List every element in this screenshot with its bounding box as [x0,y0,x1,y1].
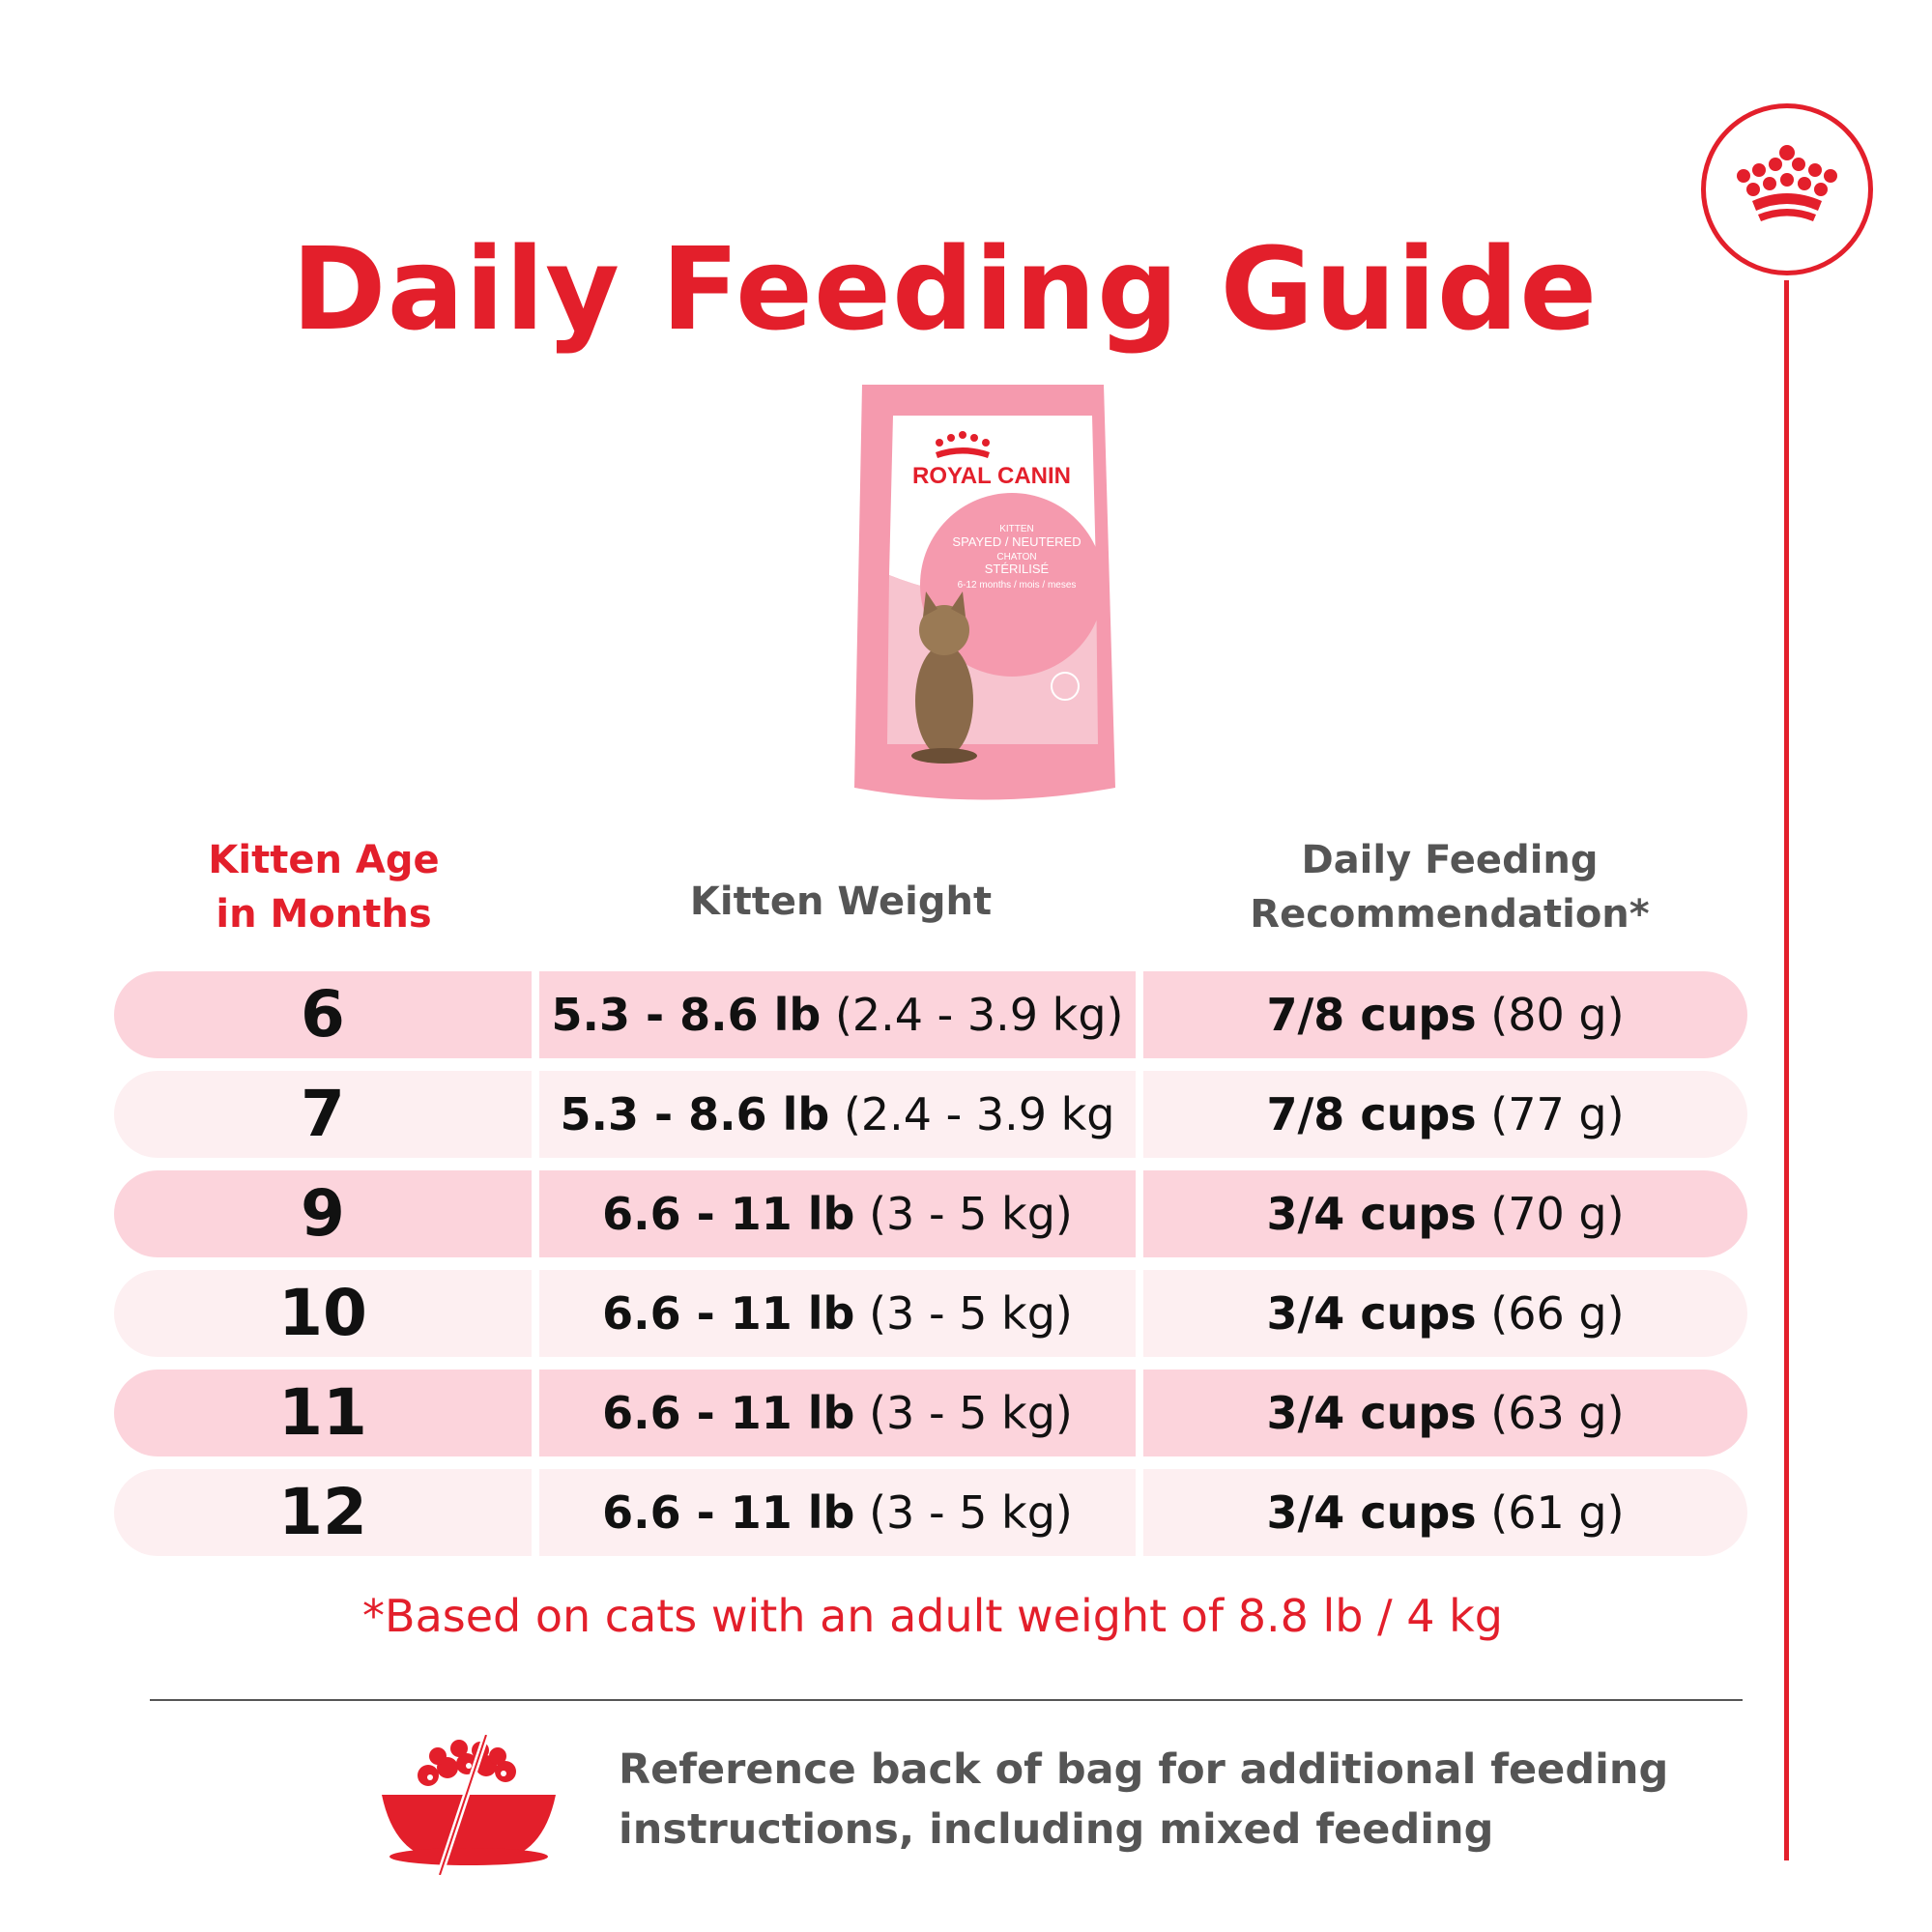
weight-cell: 6.6 - 11 lb (3 - 5 kg) [539,1469,1136,1556]
food-bowl-icon [372,1733,565,1877]
header-daily-feeding: Daily Feeding Recommendation* [1250,838,1650,937]
age-cell: 7 [114,1071,532,1158]
age-cell: 10 [114,1270,532,1357]
page-title: Daily Feeding Guide [291,222,1599,356]
kitten-illustration [911,591,977,764]
feeding-cell: 7/8 cups (80 g) [1143,971,1747,1058]
decorative-vertical-line [1784,280,1789,1860]
table-row: 12 6.6 - 11 lb (3 - 5 kg) 3/4 cups (61 g… [114,1469,1747,1556]
feeding-cell: 3/4 cups (70 g) [1143,1170,1747,1257]
table-row: 11 6.6 - 11 lb (3 - 5 kg) 3/4 cups (63 g… [114,1370,1747,1456]
feeding-cell: 7/8 cups (77 g) [1143,1071,1747,1158]
svg-text:STÉRILISÉ: STÉRILISÉ [985,562,1050,576]
divider [150,1699,1743,1701]
age-cell: 12 [114,1469,532,1556]
age-cell: 6 [114,971,532,1058]
header-kitten-age: Kitten Age in Months [208,838,440,937]
feeding-cell: 3/4 cups (61 g) [1143,1469,1747,1556]
feeding-note: Reference back of bag for additional fee… [619,1745,1669,1854]
weight-cell: 6.6 - 11 lb (3 - 5 kg) [539,1170,1136,1257]
weight-cell: 6.6 - 11 lb (3 - 5 kg) [539,1270,1136,1357]
table-row: 10 6.6 - 11 lb (3 - 5 kg) 3/4 cups (66 g… [114,1270,1747,1357]
table-row: 6 5.3 - 8.6 lb (2.4 - 3.9 kg) 7/8 cups (… [114,971,1747,1058]
header-kitten-weight: Kitten Weight [689,879,993,924]
feeding-cell: 3/4 cups (66 g) [1143,1270,1747,1357]
age-cell: 11 [114,1370,532,1456]
weight-cell: 5.3 - 8.6 lb (2.4 - 3.9 kg) [539,971,1136,1058]
royal-canin-crown-icon [1701,103,1873,275]
table-row: 7 5.3 - 8.6 lb (2.4 - 3.9 kg 7/8 cups (7… [114,1071,1747,1158]
svg-text:SPAYED / NEUTERED: SPAYED / NEUTERED [952,534,1081,549]
footnote: *Based on cats with an adult weight of 8… [362,1590,1503,1642]
svg-text:6-12 months / mois / meses: 6-12 months / mois / meses [958,580,1077,591]
bag-brand-name: ROYAL CANIN [912,463,1071,489]
weight-cell: 6.6 - 11 lb (3 - 5 kg) [539,1370,1136,1456]
product-bag-image: ROYAL CANIN KITTEN SPAYED / NEUTERED CHA… [843,377,1123,817]
svg-text:KITTEN: KITTEN [999,524,1034,534]
svg-text:CHATON: CHATON [996,552,1036,562]
feeding-cell: 3/4 cups (63 g) [1143,1370,1747,1456]
weight-cell: 5.3 - 8.6 lb (2.4 - 3.9 kg [539,1071,1136,1158]
age-cell: 9 [114,1170,532,1257]
table-row: 9 6.6 - 11 lb (3 - 5 kg) 3/4 cups (70 g) [114,1170,1747,1257]
